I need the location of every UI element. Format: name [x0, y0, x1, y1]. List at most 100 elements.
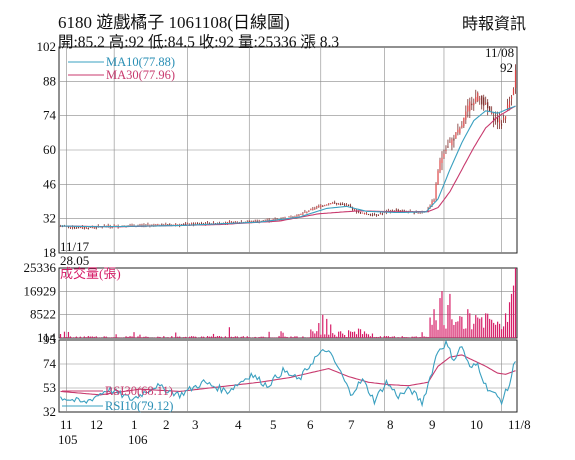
volume-bar: [77, 337, 79, 338]
volume-bar: [467, 309, 469, 338]
volume-bar: [280, 331, 282, 338]
volume-bar: [282, 332, 284, 338]
volume-bar: [365, 333, 368, 338]
candle-body: [451, 139, 453, 146]
volume-bar: [348, 330, 350, 338]
candle-body: [228, 221, 230, 223]
candle-body: [69, 226, 72, 228]
volume-bar: [240, 336, 242, 338]
candle-body: [349, 205, 352, 208]
volume-bar: [139, 334, 141, 338]
candle-body: [326, 204, 328, 206]
volume-bar: [487, 313, 489, 338]
volume-bar: [67, 331, 70, 338]
volume-bar: [397, 337, 399, 338]
candle-body: [338, 203, 340, 205]
candle-body: [431, 201, 433, 206]
candle-body: [300, 213, 302, 215]
candle-body: [336, 203, 338, 205]
candle-body: [441, 157, 443, 163]
candle-body: [371, 214, 374, 216]
volume-bar: [407, 337, 409, 338]
volume-bar: [510, 293, 513, 338]
candle-body: [226, 221, 228, 224]
volume-bar: [320, 334, 322, 338]
volume-bar: [65, 337, 68, 338]
volume-bar: [508, 302, 511, 338]
volume-bar: [129, 336, 131, 338]
candle-body: [391, 210, 393, 212]
volume-bar: [369, 336, 372, 338]
low-value-label: 28.05: [60, 253, 89, 268]
candle-body: [449, 141, 451, 143]
candle-body: [206, 222, 209, 224]
volume-bar: [481, 317, 483, 338]
volume-bar: [357, 328, 360, 338]
candle-body: [83, 227, 85, 229]
candle-body: [266, 219, 268, 221]
candle-body: [167, 224, 169, 226]
rsi-y-tick: 32: [43, 404, 56, 419]
volume-bar: [292, 337, 294, 338]
candle-body: [67, 226, 70, 228]
volume-bar: [340, 331, 342, 338]
volume-bar: [489, 318, 491, 338]
candle-body: [77, 227, 79, 229]
volume-bar: [218, 336, 221, 338]
volume-bar: [75, 336, 77, 338]
volume-bar: [346, 337, 348, 338]
candle-body: [397, 209, 399, 212]
candle-body: [101, 226, 103, 228]
candle-body: [433, 199, 435, 202]
volume-bar: [147, 336, 149, 338]
volume-bar: [183, 337, 185, 338]
volume-bar: [220, 336, 223, 338]
volume-bar: [63, 331, 66, 338]
candle-body: [165, 224, 167, 226]
candle-body: [258, 220, 260, 222]
volume-bar: [105, 336, 107, 338]
candle-body: [306, 211, 308, 213]
candle-body: [308, 210, 310, 212]
candle-body: [155, 224, 157, 226]
candle-body: [463, 117, 465, 127]
candle-body: [256, 220, 258, 222]
volume-bar: [189, 336, 191, 338]
price-y-tick: 74: [43, 108, 57, 123]
candle-body: [153, 224, 155, 226]
volume-bar: [232, 337, 234, 338]
volume-bar: [514, 268, 517, 338]
volume-bar: [451, 319, 453, 338]
candle-body: [79, 227, 81, 229]
candle-body: [294, 216, 296, 218]
volume-bar: [316, 331, 318, 338]
candle-body: [248, 221, 250, 223]
volume-bar: [143, 336, 145, 338]
candle-body: [471, 103, 473, 106]
candle-body: [340, 203, 342, 205]
volume-bar: [403, 337, 405, 338]
volume-bar: [141, 337, 143, 338]
candle-body: [230, 221, 232, 224]
candle-body: [157, 224, 159, 226]
candle-body: [268, 219, 270, 221]
candle-body: [302, 213, 304, 215]
volume-bar: [359, 329, 362, 338]
volume-bar: [425, 336, 427, 338]
volume-bar: [437, 329, 439, 338]
volume-bar: [93, 336, 95, 338]
rsi-y-tick: 53: [43, 380, 56, 395]
candle-body: [351, 207, 354, 210]
volume-bar: [495, 324, 497, 338]
candle-body: [401, 210, 403, 212]
candle-body: [254, 220, 256, 222]
volume-bar: [379, 336, 381, 338]
rsi-y-tick: 74: [43, 356, 57, 371]
candle-body: [357, 211, 360, 213]
volume-bar: [117, 337, 119, 338]
volume-bar: [254, 336, 256, 338]
data-source: 時報資訊: [462, 16, 527, 33]
candle-body: [435, 183, 437, 199]
candle-body: [73, 227, 76, 229]
volume-bar: [336, 336, 338, 338]
